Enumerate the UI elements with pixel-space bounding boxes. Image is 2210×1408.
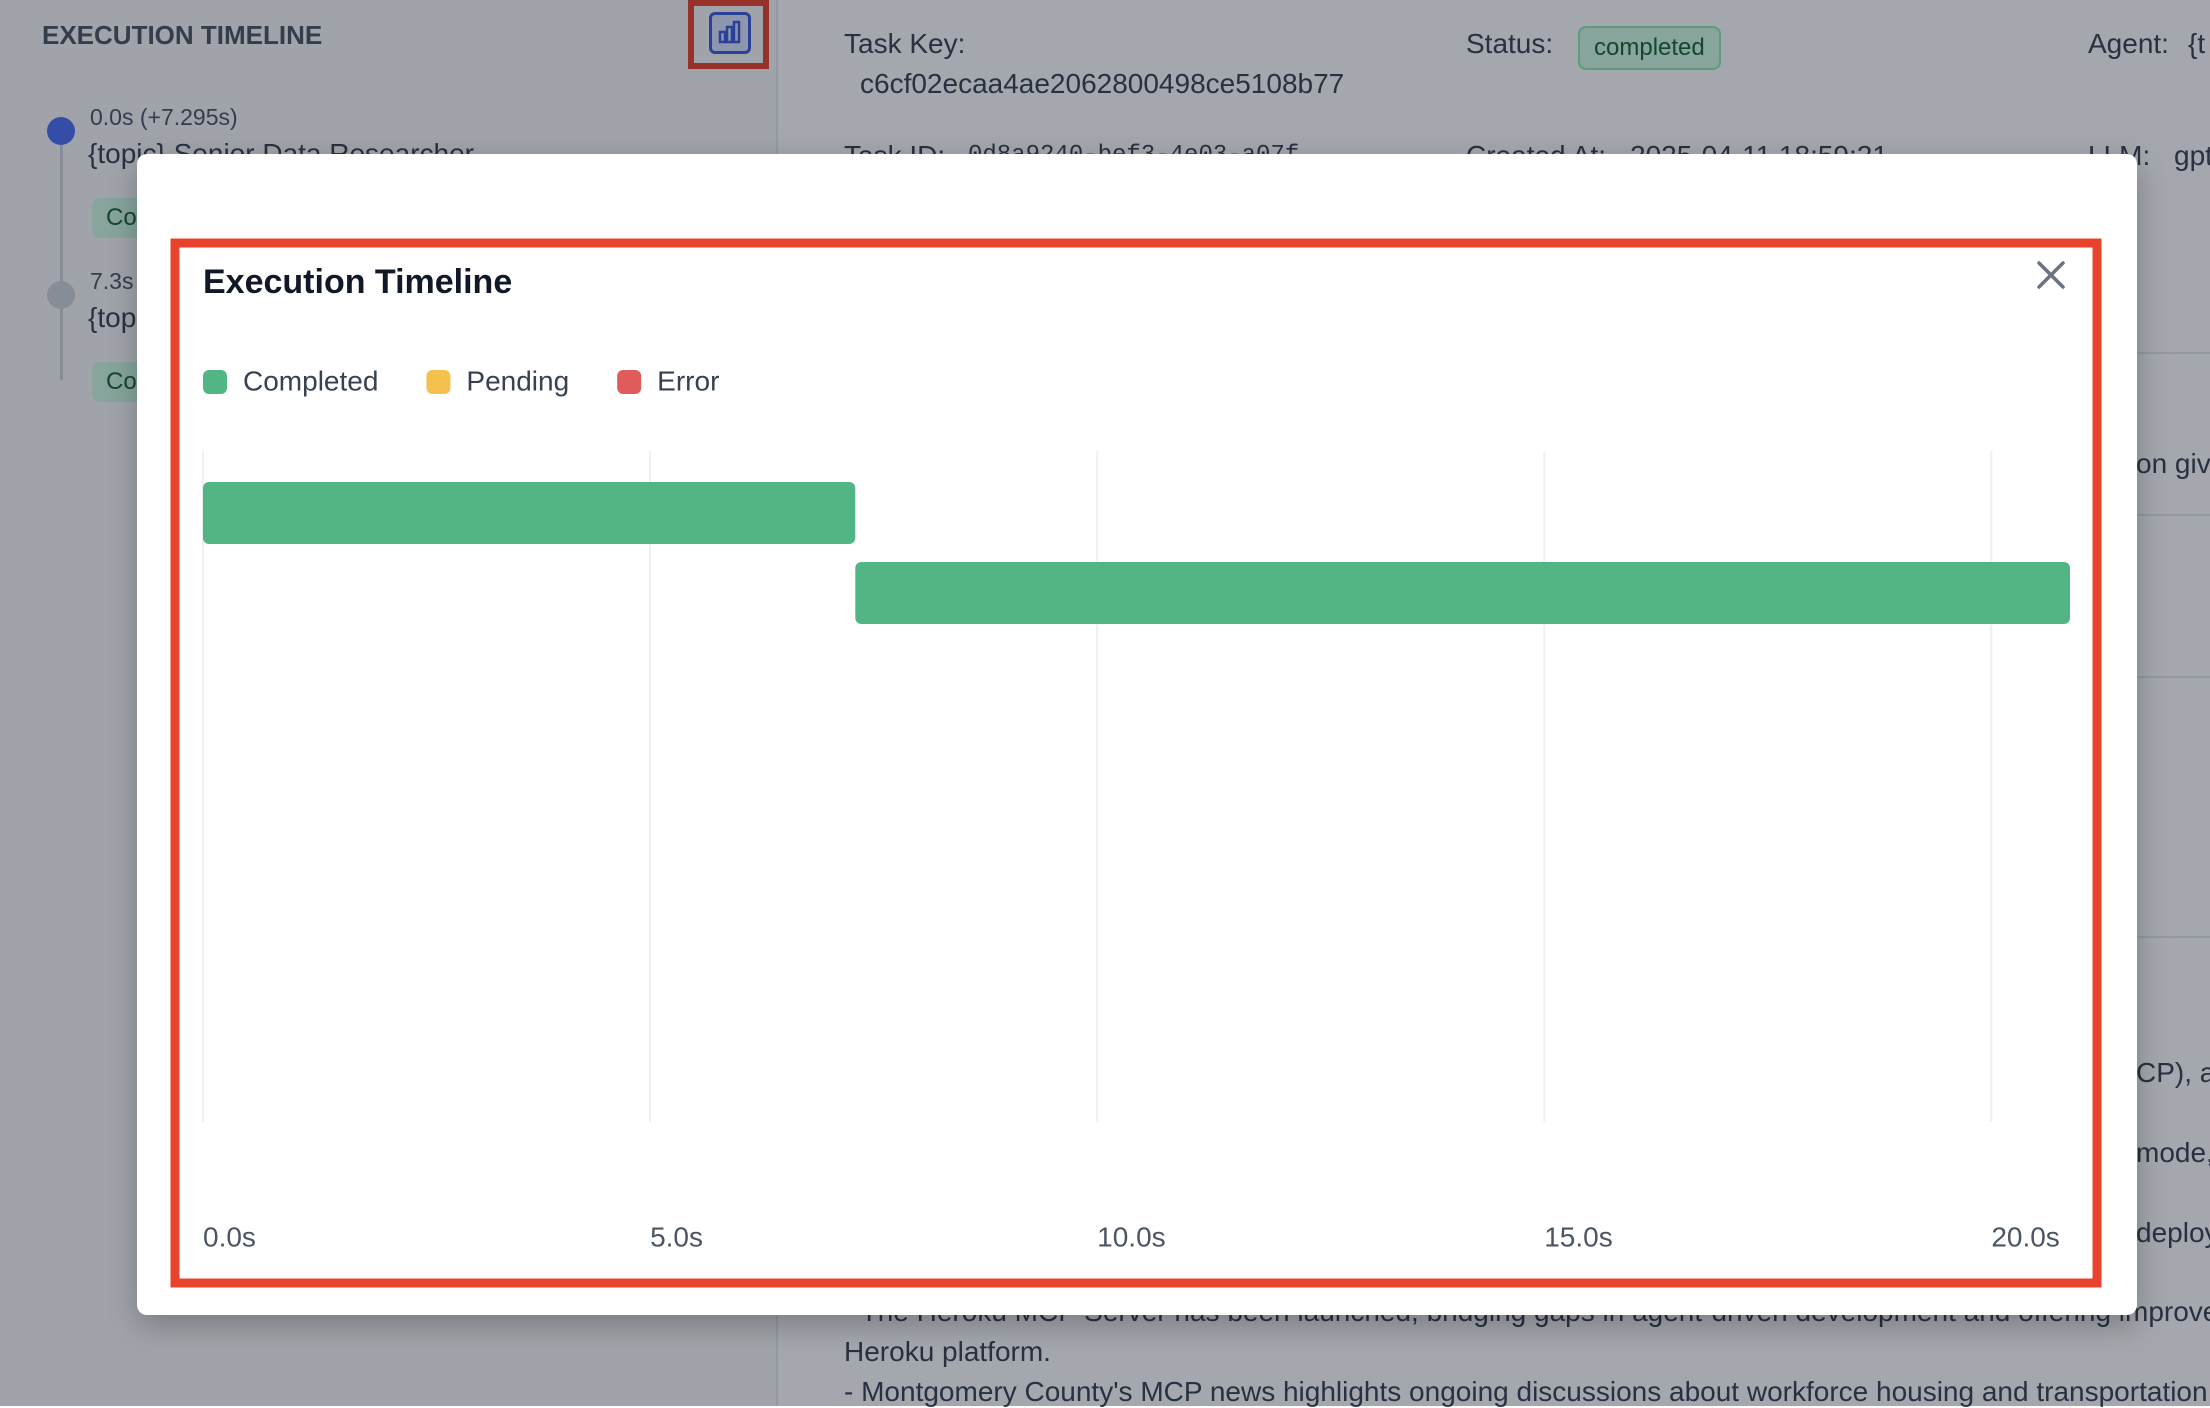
divider bbox=[2130, 352, 2210, 354]
timeline-dot bbox=[47, 281, 75, 309]
chart-toggle[interactable] bbox=[709, 12, 751, 54]
item-label: {top bbox=[88, 302, 137, 333]
legend-swatch bbox=[617, 370, 642, 394]
close-button[interactable] bbox=[2037, 261, 2065, 289]
label: Task Key: bbox=[844, 28, 966, 59]
legend-label: Completed bbox=[243, 365, 378, 396]
item-time: 0.0s (+7.295s) bbox=[90, 104, 238, 130]
annotation-box bbox=[688, 0, 769, 69]
legend-swatch bbox=[203, 370, 227, 394]
legend-label: Error bbox=[657, 365, 719, 396]
legend-swatch bbox=[426, 370, 451, 394]
sidebar-title: EXECUTION TIMELINE bbox=[42, 20, 323, 50]
timeline-dot bbox=[47, 117, 75, 145]
legend-label: Pending bbox=[466, 365, 569, 396]
value: c6cf02ecaa4ae2062800498ce5108b77 bbox=[860, 68, 1345, 99]
divider bbox=[2130, 936, 2210, 938]
timeline-bar bbox=[203, 482, 856, 544]
text-snippet: on giv bbox=[2136, 448, 2210, 479]
label: Status: bbox=[1466, 28, 1554, 59]
chart-title: Execution Timeline bbox=[203, 263, 512, 301]
text-line: Heroku platform. bbox=[844, 1336, 1051, 1367]
x-tick-label: 10.0s bbox=[1097, 1221, 1166, 1252]
value: gpt bbox=[2174, 140, 2210, 171]
timeline-bar bbox=[855, 562, 2070, 624]
annotation-box bbox=[170, 238, 2102, 1288]
chart: Execution Timeline Completed Pending Error… bbox=[170, 238, 2102, 1288]
label: Agent: bbox=[2088, 28, 2169, 59]
x-tick-label: 0.0s bbox=[203, 1221, 256, 1252]
chart-icon bbox=[718, 20, 741, 44]
x-tick-label: 15.0s bbox=[1544, 1221, 1613, 1252]
item-time: 7.3s bbox=[90, 268, 134, 294]
timeline-rail bbox=[60, 140, 63, 380]
x-tick-label: 5.0s bbox=[650, 1221, 703, 1252]
divider bbox=[2130, 676, 2210, 678]
text-line: - Montgomery County's MCP news highlight… bbox=[844, 1376, 2208, 1407]
text-snippet: mode, bbox=[2136, 1137, 2210, 1168]
text-snippet: CP), a bbox=[2136, 1057, 2210, 1088]
value: {t bbox=[2188, 28, 2206, 59]
text-snippet: deploy bbox=[2136, 1217, 2210, 1248]
status-badge: completed bbox=[1578, 26, 1721, 70]
divider bbox=[2130, 514, 2210, 516]
x-tick-label: 20.0s bbox=[1991, 1221, 2060, 1252]
modal: Execution Timeline Completed Pending Error… bbox=[137, 154, 2137, 1315]
